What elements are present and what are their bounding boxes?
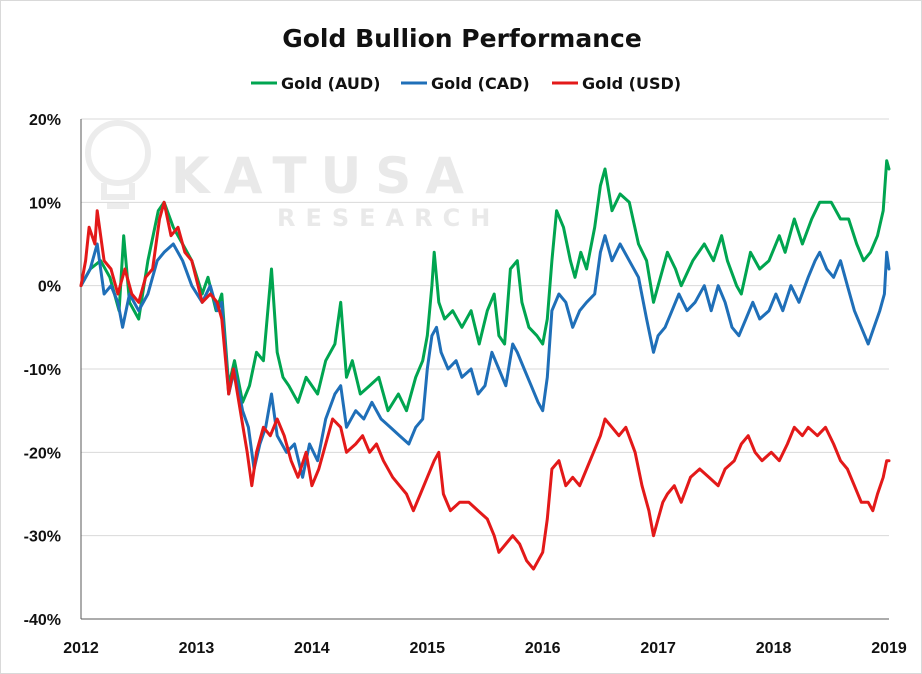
y-axis: 20% 10% 0% -10% -20% -30% -40% xyxy=(24,112,61,629)
lightbulb-icon xyxy=(85,120,151,209)
y-tick-label: -20% xyxy=(24,445,61,462)
chart-title: Gold Bullion Performance xyxy=(282,24,642,53)
legend-item: Gold (USD) xyxy=(552,74,681,93)
series-line-gold-cad xyxy=(79,234,891,479)
y-tick-label: -30% xyxy=(24,529,61,546)
x-tick-label: 2014 xyxy=(294,640,330,657)
x-tick-label: 2017 xyxy=(640,640,676,657)
y-tick-label: -10% xyxy=(24,362,61,379)
x-tick-label: 2015 xyxy=(409,640,445,657)
x-tick-label: 2012 xyxy=(63,640,99,657)
series-line-gold-usd xyxy=(79,200,891,571)
series-lines xyxy=(79,159,891,571)
y-tick-label: 0% xyxy=(38,279,61,296)
legend-item: Gold (CAD) xyxy=(401,74,530,93)
legend-label: Gold (CAD) xyxy=(431,74,530,93)
gridlines xyxy=(80,118,889,620)
x-tick-label: 2013 xyxy=(179,640,215,657)
x-tick-label: 2019 xyxy=(871,640,907,657)
x-axis: 2012 2013 2014 2015 2016 2017 2018 2019 xyxy=(63,640,907,657)
legend-item: Gold (AUD) xyxy=(251,74,380,93)
legend-label: Gold (USD) xyxy=(582,74,681,93)
legend: Gold (AUD) Gold (CAD) Gold (USD) xyxy=(251,74,681,93)
watermark-sub: RESEARCH xyxy=(277,204,500,232)
legend-label: Gold (AUD) xyxy=(281,74,380,93)
watermark-brand: KATUSA xyxy=(171,147,478,205)
y-tick-label: 10% xyxy=(29,195,61,212)
x-tick-label: 2018 xyxy=(756,640,792,657)
y-tick-label: -40% xyxy=(24,612,61,629)
x-tick-label: 2016 xyxy=(525,640,561,657)
y-tick-label: 20% xyxy=(29,112,61,129)
katusa-watermark: KATUSA RESEARCH xyxy=(85,120,500,232)
